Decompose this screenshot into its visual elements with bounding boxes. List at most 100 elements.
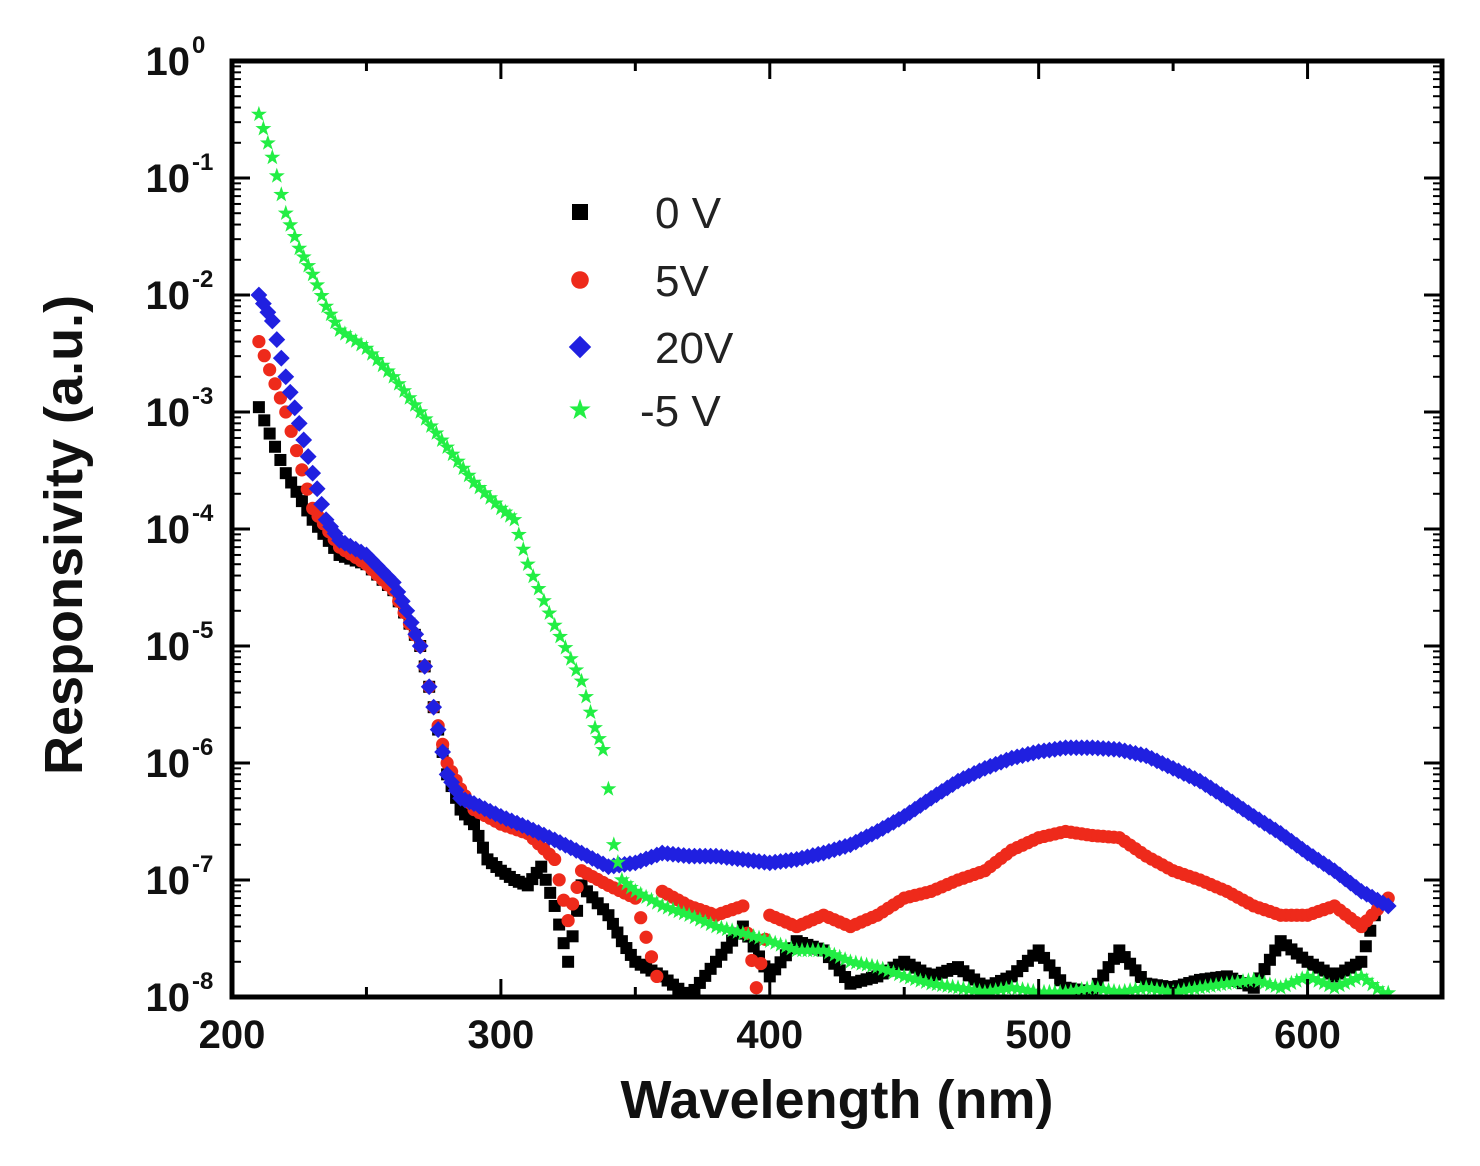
data-point xyxy=(286,228,303,244)
data-point xyxy=(331,321,348,337)
data-point xyxy=(736,899,750,913)
data-point xyxy=(466,474,482,490)
data-point xyxy=(1208,976,1225,993)
data-point xyxy=(539,873,552,886)
data-point xyxy=(644,950,659,964)
data-point xyxy=(1342,972,1359,988)
legend-marker-circle xyxy=(571,271,589,289)
data-point xyxy=(254,295,272,313)
data-point xyxy=(286,399,304,417)
data-point xyxy=(401,389,418,405)
x-tick-label: 200 xyxy=(199,1013,266,1057)
legend-label: 5V xyxy=(655,257,709,306)
data-point xyxy=(544,886,557,899)
data-point xyxy=(1057,983,1074,999)
data-point xyxy=(1272,979,1289,995)
data-point xyxy=(578,688,594,704)
data-point xyxy=(460,467,477,483)
data-point xyxy=(1256,814,1273,832)
data-point xyxy=(1288,972,1305,988)
data-point xyxy=(1218,975,1235,991)
data-point xyxy=(471,479,488,495)
data-point xyxy=(1342,874,1359,892)
data-point xyxy=(1213,786,1230,804)
series-0V-points xyxy=(252,401,1381,999)
data-point xyxy=(747,940,760,953)
data-point xyxy=(702,915,719,932)
data-point xyxy=(1353,968,1370,984)
y-tick-label: 10 xyxy=(146,976,191,1020)
data-point xyxy=(412,403,429,419)
data-point xyxy=(1283,832,1300,850)
data-point xyxy=(869,958,886,974)
data-point xyxy=(976,983,993,999)
data-point xyxy=(535,860,548,873)
data-point xyxy=(837,951,854,967)
data-point xyxy=(259,134,276,150)
data-point xyxy=(595,741,612,757)
data-point xyxy=(443,773,460,791)
data-point xyxy=(308,480,326,498)
y-tick-exponent: -8 xyxy=(192,968,213,995)
data-point xyxy=(1224,974,1241,990)
data-point xyxy=(1213,976,1230,992)
data-point xyxy=(998,980,1015,996)
x-tick-label: 600 xyxy=(1274,1013,1341,1057)
data-point xyxy=(389,583,407,601)
data-point xyxy=(398,602,416,620)
data-point xyxy=(304,464,322,482)
data-point xyxy=(670,903,687,919)
data-point xyxy=(1196,776,1214,793)
data-point xyxy=(439,438,456,454)
data-point xyxy=(425,698,443,716)
data-point xyxy=(1192,979,1208,995)
legend-marker-star xyxy=(569,398,591,420)
data-point xyxy=(1348,970,1364,986)
data-point xyxy=(1269,944,1282,957)
data-point xyxy=(279,467,292,480)
data-point xyxy=(1380,984,1397,1000)
data-point xyxy=(304,266,321,282)
plot-frame xyxy=(229,58,1445,1000)
data-point xyxy=(374,357,391,373)
data-point xyxy=(273,186,290,202)
data-point xyxy=(1175,982,1192,998)
y-tick-label: 10 xyxy=(146,742,191,786)
data-point xyxy=(476,484,493,500)
data-point xyxy=(353,336,370,352)
data-point xyxy=(552,873,566,887)
data-point xyxy=(1304,970,1321,986)
data-point xyxy=(1250,811,1268,829)
data-point xyxy=(300,257,317,273)
data-point xyxy=(993,981,1009,997)
data-point xyxy=(890,966,907,982)
data-point xyxy=(1181,981,1198,997)
data-point xyxy=(300,482,314,496)
data-point xyxy=(1272,825,1290,842)
data-point xyxy=(284,424,298,438)
data-point xyxy=(1258,963,1271,976)
data-point xyxy=(566,930,579,943)
data-point xyxy=(416,657,434,675)
data-point xyxy=(380,362,396,378)
y-tick-exponent: -3 xyxy=(192,383,213,410)
data-point xyxy=(1186,980,1203,996)
data-point xyxy=(259,303,277,321)
data-point xyxy=(1336,870,1354,888)
data-point xyxy=(1369,980,1386,996)
y-tick-label: 10 xyxy=(146,157,191,201)
data-point xyxy=(622,879,639,895)
data-point xyxy=(263,427,276,440)
data-point xyxy=(541,604,558,620)
data-point xyxy=(309,276,326,292)
y-tick-exponent: -1 xyxy=(192,149,213,176)
data-point xyxy=(1293,840,1311,858)
data-point xyxy=(587,719,603,735)
x-tick-label: 500 xyxy=(1005,1013,1072,1057)
data-point xyxy=(618,875,635,891)
data-point xyxy=(429,721,447,738)
data-point xyxy=(874,960,891,976)
data-point xyxy=(444,445,461,462)
data-marks xyxy=(250,105,1397,1000)
